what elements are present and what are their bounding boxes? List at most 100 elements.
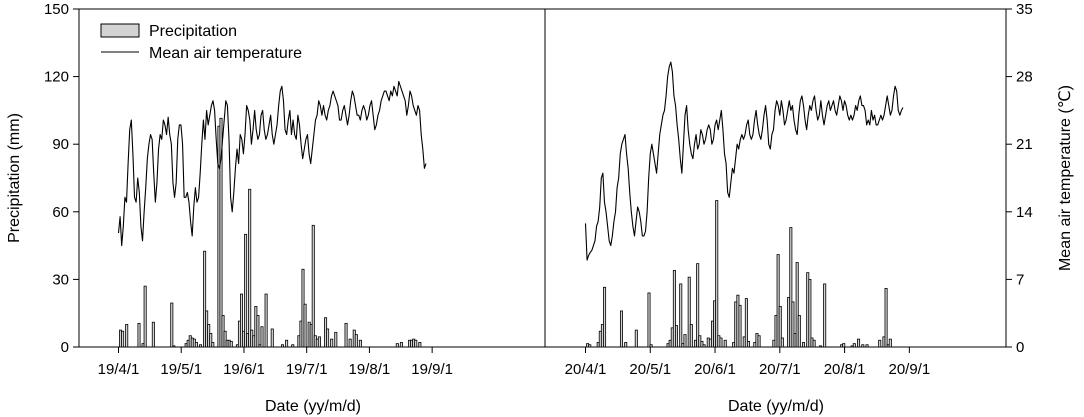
precipitation-bar bbox=[746, 340, 750, 348]
precipitation-bar bbox=[143, 285, 147, 348]
precipitation-bar bbox=[172, 345, 176, 348]
precipitation-bar bbox=[348, 338, 352, 348]
precipitation-bar bbox=[687, 276, 691, 348]
precipitation-bar bbox=[675, 325, 679, 348]
temperature-lines bbox=[117, 61, 904, 261]
x-tick-label: 20/8/1 bbox=[824, 361, 866, 378]
y-right-tick-label: 0 bbox=[1016, 339, 1024, 356]
precipitation-bar bbox=[317, 336, 321, 348]
precipitation-bar bbox=[270, 328, 274, 348]
x-axis-title-2020: Date (yy/m/d) bbox=[728, 398, 824, 415]
legend-precipitation-label: Precipitation bbox=[149, 23, 237, 40]
x-tick-label: 20/6/1 bbox=[694, 361, 736, 378]
precipitation-bar bbox=[679, 283, 683, 348]
y-left-tick-label: 60 bbox=[52, 204, 69, 221]
precipitation-bar bbox=[330, 338, 334, 348]
precipitation-bar bbox=[239, 293, 243, 348]
precipitation-bar bbox=[634, 329, 638, 348]
x-tick-label: 19/8/1 bbox=[349, 361, 391, 378]
x-tick-label: 20/9/1 bbox=[888, 361, 930, 378]
precipitation-bar bbox=[151, 321, 155, 348]
precipitation-bar bbox=[588, 344, 592, 348]
precipitation-bar bbox=[757, 335, 761, 348]
precipitation-bar bbox=[624, 342, 628, 348]
x-tick-label: 19/5/1 bbox=[160, 361, 202, 378]
temperature-line bbox=[117, 80, 427, 247]
temperature-line bbox=[584, 61, 904, 261]
y-left-tick-label: 120 bbox=[44, 69, 69, 86]
precipitation-bar bbox=[744, 298, 748, 348]
x-tick-label: 19/6/1 bbox=[223, 361, 265, 378]
precipitation-bar bbox=[823, 283, 827, 348]
precipitation-bar bbox=[211, 342, 215, 348]
y-left-tick-label: 30 bbox=[52, 271, 69, 288]
precipitation-bar bbox=[812, 339, 816, 348]
precipitation-bar bbox=[326, 328, 330, 348]
axes: 0 30 60 90 120 150 0 7 14 21 28 35 19/4/1 19/5/1 19/6/… bbox=[44, 1, 1033, 378]
precipitation-bar bbox=[791, 301, 795, 348]
precipitation-bar bbox=[395, 343, 399, 348]
plot-area bbox=[78, 8, 1007, 348]
precipitation-bar bbox=[334, 331, 338, 348]
legend-temperature-label: Mean air temperature bbox=[149, 45, 302, 62]
precipitation-bar bbox=[789, 227, 793, 348]
precipitation-bar bbox=[795, 262, 799, 348]
precipitation-bar bbox=[303, 303, 307, 348]
x-tick-label: 20/5/1 bbox=[629, 361, 671, 378]
precipitation-bar bbox=[861, 344, 865, 348]
precipitation-bar bbox=[719, 337, 723, 348]
precipitation-bar bbox=[209, 333, 213, 348]
precipitation-bar bbox=[797, 315, 801, 348]
precipitation-bar bbox=[285, 339, 289, 348]
precipitation-bar bbox=[244, 233, 248, 348]
precipitation-bar bbox=[198, 344, 202, 348]
y-axis-left-title: Precipitation (mm) bbox=[6, 113, 23, 243]
y-left-tick-label: 150 bbox=[44, 1, 69, 18]
x-tick-label: 20/4/1 bbox=[565, 361, 607, 378]
precipitation-bar bbox=[647, 292, 651, 348]
precipitation-bar bbox=[603, 286, 607, 348]
precipitation-bar bbox=[738, 304, 742, 348]
precipitation-bar bbox=[865, 344, 869, 348]
x-axis-title-2019: Date (yy/m/d) bbox=[265, 398, 361, 415]
precipitation-bar bbox=[125, 324, 129, 348]
precipitation-bar bbox=[248, 188, 252, 348]
precipitation-bar bbox=[884, 288, 888, 348]
precipitation-bar bbox=[311, 224, 315, 348]
precipitation-bar bbox=[715, 200, 719, 348]
precipitation-bar bbox=[780, 337, 784, 348]
legend: Precipitation Mean air temperature bbox=[100, 23, 302, 62]
precipitation-bar bbox=[280, 344, 284, 348]
precipitation-bar bbox=[649, 344, 653, 348]
precipitation-bar bbox=[723, 339, 727, 348]
precipitation-bar bbox=[888, 338, 892, 348]
precipitation-bar bbox=[229, 340, 233, 348]
y-right-tick-label: 21 bbox=[1016, 136, 1033, 153]
precipitation-bar bbox=[291, 344, 295, 348]
y-left-tick-label: 0 bbox=[61, 339, 69, 356]
precipitation-bar bbox=[137, 322, 141, 348]
x-tick-label: 19/7/1 bbox=[286, 361, 328, 378]
precipitation-bar bbox=[203, 250, 207, 348]
y-right-tick-label: 28 bbox=[1016, 69, 1033, 86]
precipitation-bar bbox=[672, 269, 676, 348]
precipitation-bar bbox=[802, 342, 806, 348]
precipitation-bar bbox=[260, 326, 264, 348]
precipitation-bar bbox=[619, 310, 623, 348]
precipitation-bar bbox=[683, 334, 687, 348]
precipitation-bar bbox=[808, 278, 812, 348]
x-tick-label: 20/7/1 bbox=[759, 361, 801, 378]
y-right-tick-label: 14 bbox=[1016, 204, 1033, 221]
precipitation-bar bbox=[264, 293, 268, 348]
precipitation-bar bbox=[121, 330, 125, 348]
precipitation-bar bbox=[702, 344, 706, 348]
precipitation-bar bbox=[194, 342, 198, 348]
precipitation-bar bbox=[878, 339, 882, 348]
y-left-tick-label: 90 bbox=[52, 136, 69, 153]
y-axis-right-title: Mean air temperature (℃) bbox=[1057, 85, 1074, 271]
precipitation-bar bbox=[700, 340, 704, 348]
precipitation-bar bbox=[852, 343, 856, 348]
y-right-tick-label: 35 bbox=[1016, 1, 1033, 18]
